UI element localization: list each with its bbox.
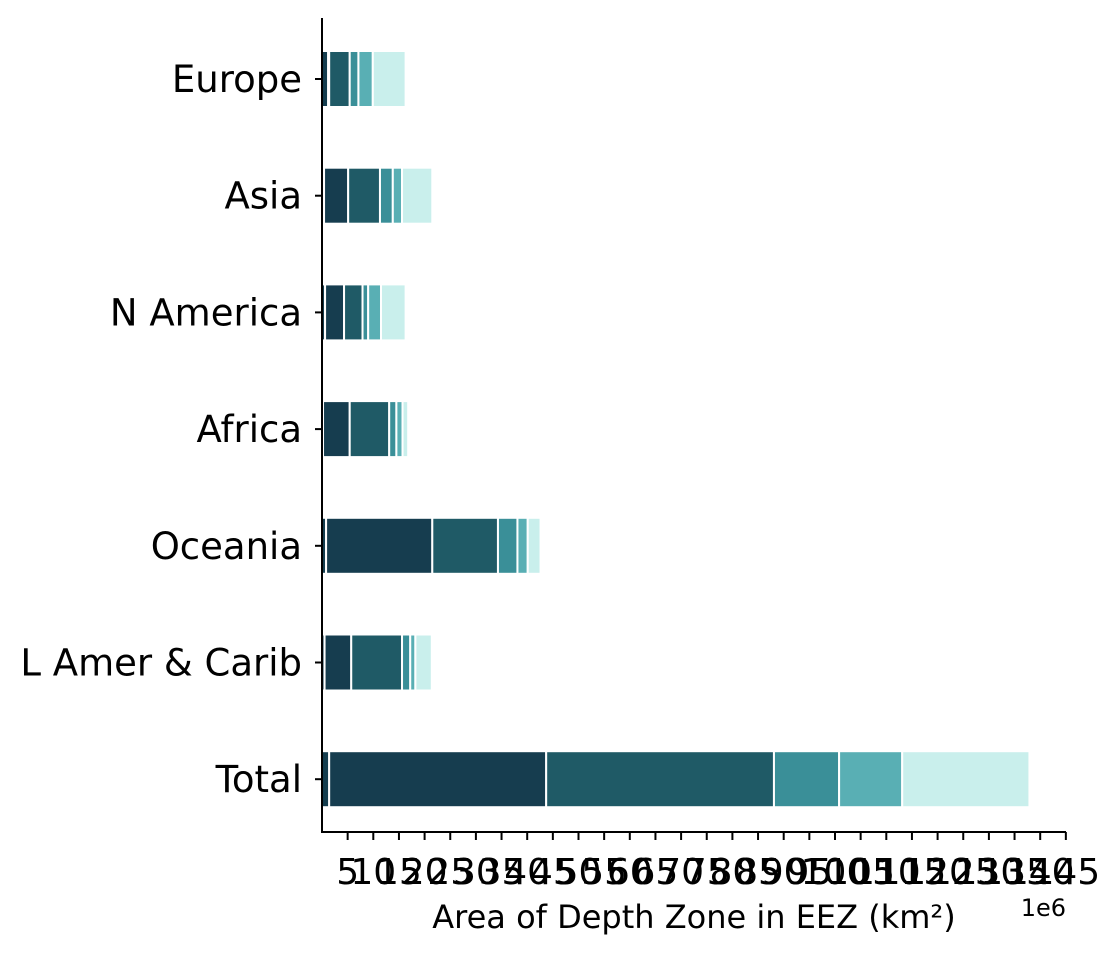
x-tick-label: 65 xyxy=(633,852,679,893)
bar-segment xyxy=(348,400,391,459)
bar-segment xyxy=(838,750,904,809)
x-tick-label: 135 xyxy=(980,852,1049,893)
category-labels: Europe Asia N America Africa Oceania L Amer &… xyxy=(20,58,302,801)
x-tick-label: 125 xyxy=(929,852,998,893)
bar-segment xyxy=(323,633,353,692)
x-tick-label: 15 xyxy=(376,852,422,893)
x-tick-label: 30 xyxy=(453,852,499,893)
x-tick-label: 5 xyxy=(336,852,359,893)
bar-segment xyxy=(371,50,407,108)
bar-segment xyxy=(323,166,350,225)
bar-segment xyxy=(526,516,542,575)
x-tick-label: 100 xyxy=(801,852,870,893)
x-tick-label: 80 xyxy=(709,852,755,893)
category-label: Oceania xyxy=(151,525,302,568)
x-tick-label: 105 xyxy=(826,852,895,893)
bar-segment xyxy=(328,750,548,809)
x-tick-label: 50 xyxy=(556,852,602,893)
bar-segment xyxy=(401,166,434,225)
bar-segment xyxy=(516,516,529,575)
x-tick-label: 130 xyxy=(955,852,1024,893)
y-ticks xyxy=(315,78,322,781)
x-tick-label: 90 xyxy=(761,852,807,893)
bar-segment xyxy=(379,283,407,342)
x-ticks: 5101520253035404550556065707580859095100… xyxy=(336,832,1100,893)
x-tick-label: 10 xyxy=(350,852,396,893)
bar-segment xyxy=(348,50,360,108)
x-tick-label: 115 xyxy=(878,852,947,893)
bar-segment xyxy=(772,750,841,809)
category-label: Africa xyxy=(196,408,302,451)
bar-segment xyxy=(357,50,374,108)
bars-layer xyxy=(321,50,1031,809)
x-tick-label: 120 xyxy=(903,852,972,893)
bar-segment xyxy=(401,633,412,692)
bar-segment xyxy=(388,400,398,459)
x-tick-label: 45 xyxy=(530,852,576,893)
x-tick-label: 55 xyxy=(581,852,627,893)
bar-segment xyxy=(322,400,351,459)
x-tick-label: 145 xyxy=(1031,852,1100,893)
x-tick-label: 140 xyxy=(1006,852,1075,893)
bar-segment xyxy=(378,166,394,225)
x-tick-label: 85 xyxy=(735,852,781,893)
x-tick-label: 75 xyxy=(684,852,730,893)
bar-segment xyxy=(431,516,499,575)
bar-segment xyxy=(545,750,775,809)
category-label: L Amer & Carib xyxy=(20,642,302,685)
x-tick-label: 110 xyxy=(852,852,921,893)
x-tick-label: 25 xyxy=(427,852,473,893)
bar-segment xyxy=(328,50,351,108)
category-label: N America xyxy=(110,291,302,334)
bar-segment xyxy=(401,400,410,459)
x-tick-label: 20 xyxy=(402,852,448,893)
x-tick-label: 40 xyxy=(504,852,550,893)
bar-segment xyxy=(414,633,433,692)
bar-segment xyxy=(350,633,404,692)
x-tick-label: 35 xyxy=(479,852,525,893)
bar-segment xyxy=(901,750,1031,809)
bar-segment xyxy=(496,516,519,575)
bar-segment xyxy=(321,750,331,809)
category-label: Europe xyxy=(172,58,302,101)
category-label: Asia xyxy=(224,175,302,218)
bar-segment xyxy=(367,283,382,342)
bar-segment xyxy=(325,516,434,575)
bar-segment xyxy=(343,283,364,342)
x-tick-label: 95 xyxy=(786,852,832,893)
bar-segment xyxy=(391,166,404,225)
x-tick-label: 60 xyxy=(607,852,653,893)
category-label: Total xyxy=(215,758,302,801)
x-axis-title: Area of Depth Zone in EEZ (km²) xyxy=(432,898,955,936)
x-tick-label: 70 xyxy=(658,852,704,893)
x-axis-multiplier: 1e6 xyxy=(1021,894,1066,922)
bar-segment xyxy=(347,166,381,225)
bar-segment xyxy=(324,283,346,342)
